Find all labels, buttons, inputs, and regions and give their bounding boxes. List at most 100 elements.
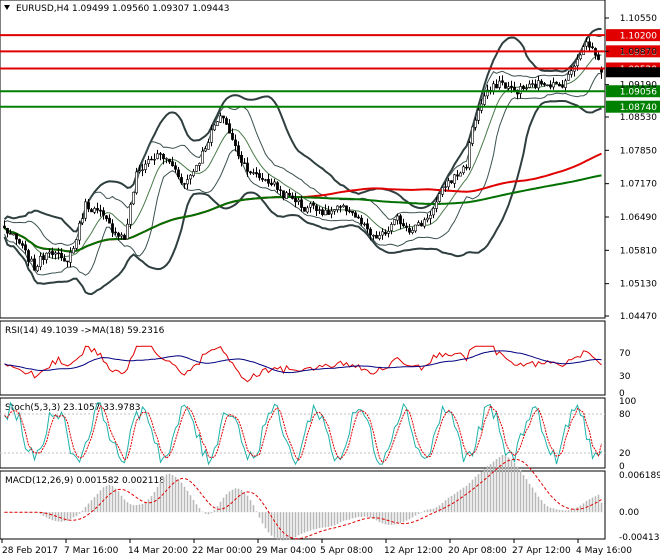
candle	[426, 214, 429, 223]
macd-histogram-bar	[579, 505, 582, 513]
stoch-main-line	[4, 401, 602, 466]
candle-body	[60, 252, 63, 258]
stoch-pane-frame	[0, 397, 606, 469]
macd-histogram-bar	[282, 512, 285, 541]
macd-histogram-bar	[414, 512, 417, 516]
macd-histogram-bar	[372, 512, 375, 520]
candle-body	[486, 89, 489, 97]
macd-histogram-bar	[339, 512, 342, 523]
macd-histogram-bar	[195, 504, 198, 513]
macd-histogram-bar	[171, 475, 174, 513]
macd-histogram-bar	[306, 512, 309, 532]
candle-body	[18, 239, 21, 244]
macd-histogram-bar	[480, 471, 483, 513]
candle	[534, 79, 537, 90]
candle	[468, 140, 471, 171]
candle	[321, 207, 324, 217]
macd-histogram-bar	[450, 495, 453, 513]
macd-histogram-bar	[210, 512, 213, 514]
macd-histogram-bar	[246, 495, 249, 513]
rsi-pane[interactable]: RSI(14) 49.1039 ->MA(18) 59.2316 70 30 0	[0, 320, 631, 399]
candle-body	[132, 191, 135, 205]
candle	[450, 180, 453, 184]
macd-histogram-bar	[441, 502, 444, 513]
candle	[216, 121, 219, 126]
candle-body	[240, 154, 243, 163]
candle-body	[204, 148, 207, 152]
macd-histogram-bar	[570, 509, 573, 513]
candle	[81, 213, 84, 225]
candle	[111, 219, 114, 238]
stoch-tick-label: 0	[619, 462, 625, 472]
candle-body	[108, 217, 111, 224]
candle	[423, 217, 426, 229]
candle	[306, 205, 309, 214]
time-tick-label: 20 Apr 08:00	[448, 546, 507, 556]
rsi-pane-frame	[0, 320, 606, 396]
level-tag-background	[606, 100, 660, 113]
price-tick-label: 1.10550	[620, 14, 657, 24]
macd-histogram-bar	[132, 505, 135, 513]
macd-histogram-bar	[348, 512, 351, 520]
macd-histogram-bar	[150, 496, 153, 513]
stoch-tick-label: 80	[619, 410, 631, 420]
collapse-triangle-icon[interactable]	[4, 5, 10, 10]
macd-histogram-bar	[258, 512, 261, 518]
candle-body	[477, 109, 480, 121]
stochastic-pane[interactable]: Stoch(5,3,3) 23.1057 33.9783 100 80 20 0	[0, 397, 636, 472]
candle	[201, 147, 204, 164]
rsi-axis: 70 30 0	[619, 349, 631, 399]
macd-histogram-bar	[495, 459, 498, 513]
macd-histogram-bar	[357, 512, 360, 517]
candle	[597, 52, 600, 61]
candles	[3, 37, 603, 273]
level-price-tag: 1.09870	[606, 45, 660, 58]
candle-body	[447, 180, 450, 188]
candle-body	[168, 158, 171, 163]
candle-body	[585, 41, 588, 47]
macd-histogram-bar	[564, 510, 567, 513]
candle-body	[186, 179, 189, 185]
macd-histogram-bar	[369, 512, 372, 518]
candle	[261, 173, 264, 182]
macd-histogram-bar	[225, 494, 228, 513]
time-axis: 28 Feb 2017 7 Mar 16:00 14 Mar 20:00 22 Mar…	[1, 539, 632, 556]
candle	[141, 164, 144, 177]
macd-pane[interactable]: MACD(12,26,9) 0.001582 0.002118 0.006189…	[0, 454, 660, 543]
macd-histogram-bar	[297, 512, 300, 536]
candle	[210, 124, 213, 147]
candle	[324, 204, 327, 216]
macd-histogram-bar	[330, 512, 333, 527]
candle	[441, 186, 444, 197]
candle-body	[198, 163, 201, 166]
candle-body	[321, 209, 324, 215]
macd-histogram-bar	[192, 499, 195, 513]
candle	[171, 156, 174, 167]
macd-histogram-bar	[492, 461, 495, 513]
candle-body	[195, 165, 198, 172]
candle	[579, 54, 582, 61]
candle-body	[375, 234, 378, 239]
candle-body	[600, 69, 603, 73]
candle	[270, 178, 273, 187]
rsi-line	[4, 345, 602, 383]
macd-histogram-bar	[546, 506, 549, 513]
macd-histogram-bar	[39, 512, 42, 515]
macd-histogram-bar	[408, 512, 411, 520]
macd-histogram-bar	[360, 512, 363, 518]
candle	[219, 112, 222, 123]
macd-histogram-bar	[222, 497, 225, 513]
candle	[72, 245, 75, 254]
macd-histogram-bar	[177, 479, 180, 513]
candle-body	[24, 244, 27, 251]
candle	[42, 252, 45, 265]
candle	[48, 248, 51, 258]
candle-body	[6, 228, 9, 234]
candle	[162, 153, 165, 165]
candle-body	[459, 172, 462, 177]
candle-body	[21, 243, 24, 246]
candle	[54, 250, 57, 260]
macd-histogram-bar	[123, 499, 126, 513]
